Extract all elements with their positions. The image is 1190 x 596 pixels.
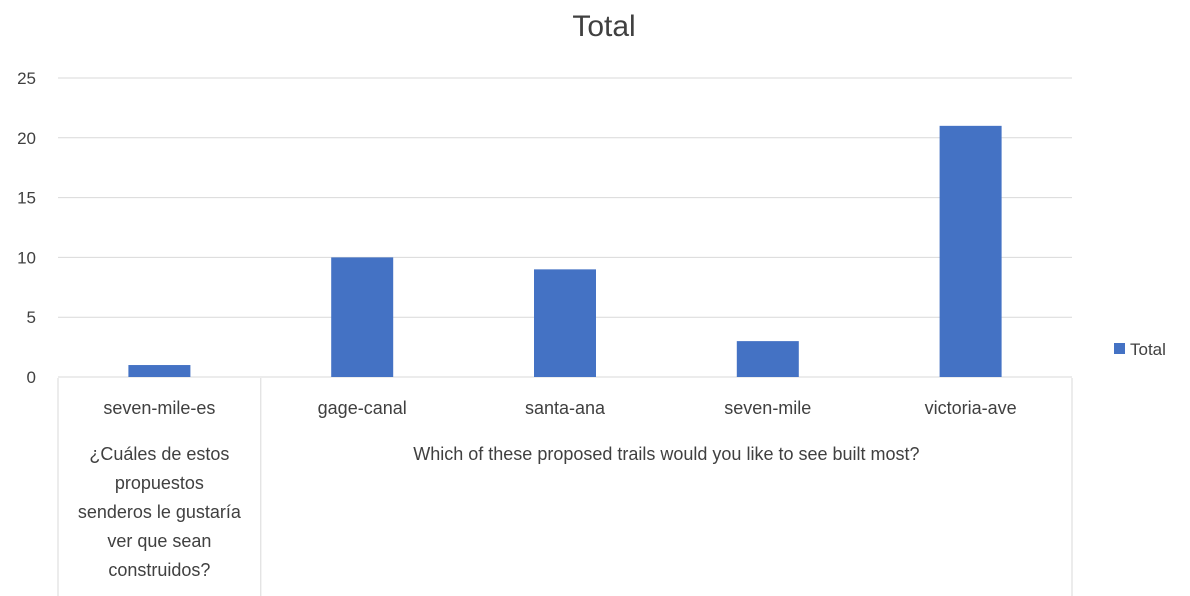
- y-tick-label: 20: [17, 129, 36, 148]
- x-group-label: Which of these proposed trails would you…: [413, 444, 919, 464]
- x-category-label: gage-canal: [318, 398, 407, 418]
- legend: Total: [1114, 340, 1166, 359]
- x-category-label: victoria-ave: [925, 398, 1017, 418]
- legend-label: Total: [1130, 340, 1166, 359]
- y-tick-label: 15: [17, 189, 36, 208]
- chart-title: Total: [572, 10, 635, 43]
- y-tick-label: 25: [17, 69, 36, 88]
- x-group-label: ver que sean: [107, 531, 211, 551]
- x-group-label: propuestos: [115, 473, 204, 493]
- x-group-label: ¿Cuáles de estos: [89, 444, 229, 464]
- x-category-label: seven-mile: [724, 398, 811, 418]
- gridlines: [58, 77, 1072, 378]
- group-labels: ¿Cuáles de estos propuestos senderos le gu…: [57, 378, 1073, 596]
- x-group-label: senderos le gustaría: [78, 502, 242, 522]
- x-category-label: santa-ana: [525, 398, 606, 418]
- bar: [128, 365, 191, 377]
- y-tick-label: 10: [17, 248, 36, 267]
- bars: [128, 125, 1002, 377]
- y-tick-label: 0: [27, 368, 36, 387]
- y-axis-tick-labels: 0 5 10 15 20 25: [17, 69, 36, 387]
- x-category-label: seven-mile-es: [103, 398, 215, 418]
- category-labels: seven-mile-es gage-canal santa-ana seven-mi…: [103, 398, 1016, 418]
- bar: [534, 269, 596, 377]
- bar: [331, 257, 394, 377]
- x-group-label: construidos?: [108, 560, 210, 580]
- y-tick-label: 5: [27, 308, 36, 327]
- legend-swatch: [1114, 343, 1125, 354]
- bar: [939, 125, 1002, 377]
- bar: [736, 341, 799, 377]
